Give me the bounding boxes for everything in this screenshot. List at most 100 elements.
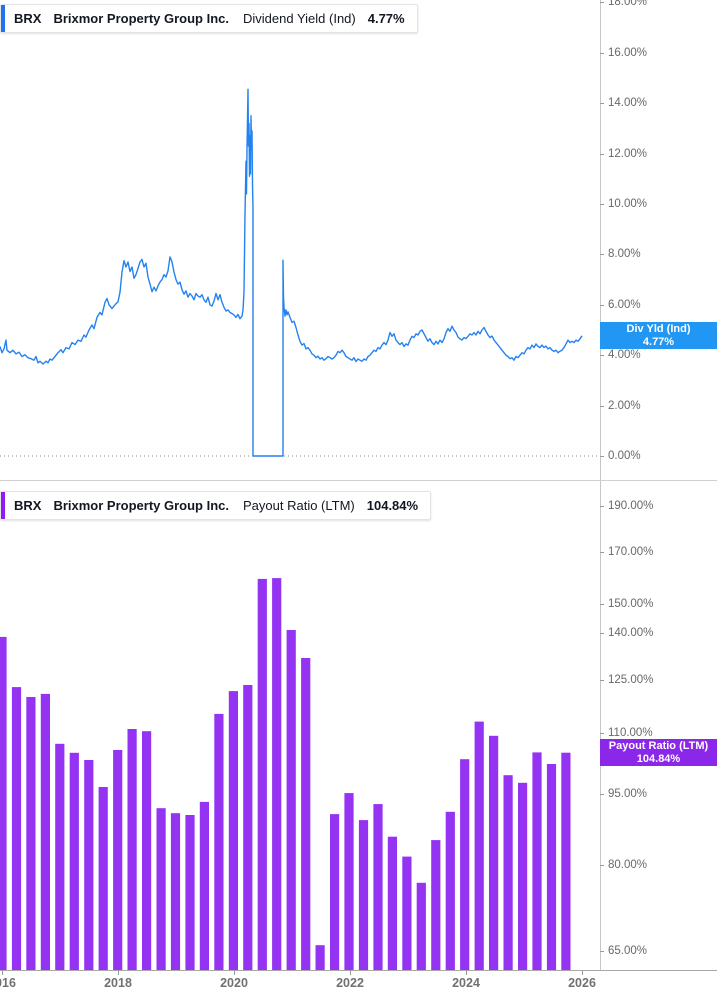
legend-company: Brixmor Property Group Inc.: [53, 11, 229, 26]
div-yld-axis-label-value: 4.77%: [642, 335, 675, 348]
x-axis-tick: [582, 970, 583, 975]
y-axis-tick-label: 2.00%: [608, 400, 641, 412]
payout-ratio-bar[interactable]: [243, 685, 253, 970]
x-axis-tick: [350, 970, 351, 975]
y-axis-tick: [600, 456, 604, 457]
x-axis-year-label: 2020: [220, 976, 248, 990]
payout-ratio-bar[interactable]: [257, 578, 267, 970]
payout-ratio-bar[interactable]: [11, 687, 22, 970]
payout-ratio-pane[interactable]: [0, 480, 600, 970]
payout-ratio-bar[interactable]: [532, 752, 542, 970]
payout-ratio-bar[interactable]: [301, 658, 311, 970]
payout-ratio-bar[interactable]: [416, 882, 426, 970]
payout-ratio-bar[interactable]: [214, 713, 224, 970]
y-axis-tick: [600, 604, 604, 605]
payout-ratio-bar[interactable]: [373, 804, 383, 970]
y-axis-tick: [600, 355, 604, 356]
y-axis-tick-label: 140.00%: [608, 627, 654, 639]
legend-metric: Payout Ratio (LTM): [243, 498, 355, 513]
payout-ratio-bar[interactable]: [330, 814, 340, 970]
y-axis-tick-label: 170.00%: [608, 546, 654, 558]
y-axis-tick: [600, 204, 604, 205]
y-axis-tick: [600, 53, 604, 54]
payout-ratio-bar[interactable]: [113, 750, 123, 970]
y-axis-tick: [600, 633, 604, 634]
legend-value: 4.77%: [367, 11, 405, 26]
dividend-yield-legend[interactable]: BRX Brixmor Property Group Inc. Dividend…: [0, 4, 418, 33]
x-axis-year-label: 2026: [568, 976, 596, 990]
y-axis-tick-label: 125.00%: [608, 674, 654, 686]
y-axis-tick: [600, 2, 604, 3]
x-axis-tick: [118, 970, 119, 975]
payout-ratio-axis-label-title: Payout Ratio (LTM): [608, 739, 709, 752]
payout-ratio-bar[interactable]: [84, 760, 94, 970]
y-axis-tick: [600, 865, 604, 866]
y-axis-tick: [600, 506, 604, 507]
y-axis-tick-label: 6.00%: [608, 299, 641, 311]
payout-ratio-bar[interactable]: [431, 840, 441, 970]
payout-ratio-bar[interactable]: [518, 782, 528, 970]
payout-ratio-bar[interactable]: [0, 636, 7, 970]
payout-ratio-bar[interactable]: [199, 801, 209, 970]
payout-ratio-bar[interactable]: [402, 856, 412, 970]
y-axis-tick-label: 0.00%: [608, 450, 641, 462]
legend-accent-bar-blue: [1, 5, 5, 32]
payout-ratio-bar[interactable]: [142, 731, 152, 970]
payout-ratio-bar[interactable]: [315, 945, 325, 970]
x-axis-year-label: 2024: [452, 976, 480, 990]
y-axis-tick: [600, 552, 604, 553]
payout-ratio-bar[interactable]: [55, 743, 65, 970]
y-axis-tick-label: 65.00%: [608, 945, 648, 957]
payout-ratio-bar[interactable]: [170, 813, 181, 970]
y-axis-tick-label: 4.00%: [608, 349, 641, 361]
payout-ratio-bar[interactable]: [127, 729, 137, 970]
payout-ratio-bar[interactable]: [546, 764, 557, 970]
legend-company: Brixmor Property Group Inc.: [53, 498, 229, 513]
price-axis[interactable]: 18.00% 16.00% 14.00% 12.00% 10.00% 8.00% 6.00%…: [600, 0, 717, 970]
payout-ratio-bar[interactable]: [445, 811, 455, 970]
payout-ratio-bar[interactable]: [98, 787, 108, 970]
pane-divider[interactable]: [0, 480, 717, 481]
time-axis-border: [0, 970, 717, 971]
payout-ratio-bar[interactable]: [460, 759, 470, 970]
y-axis-tick-label: 8.00%: [608, 248, 641, 260]
div-yld-axis-label-title: Div Yld (Ind): [626, 322, 691, 335]
x-axis-year-label: 2018: [104, 976, 132, 990]
y-axis-tick-label: 10.00%: [608, 198, 648, 210]
payout-ratio-bar[interactable]: [489, 735, 499, 970]
legend-ticker: BRX: [14, 11, 42, 26]
dividend-yield-pane[interactable]: [0, 0, 600, 480]
payout-ratio-bar[interactable]: [272, 578, 282, 970]
y-axis-tick-label: 12.00%: [608, 148, 648, 160]
payout-ratio-bar[interactable]: [561, 752, 571, 970]
y-axis-tick-label: 80.00%: [608, 859, 648, 871]
payout-ratio-bar[interactable]: [387, 836, 397, 970]
y-axis-tick: [600, 103, 604, 104]
time-axis[interactable]: 2016 2018 2020 2022 2024 2026: [0, 970, 717, 1005]
y-axis-tick-label: 190.00%: [608, 500, 654, 512]
x-axis-year-label: 2016: [0, 976, 16, 990]
payout-ratio-bar[interactable]: [69, 752, 79, 970]
y-axis-tick: [600, 254, 604, 255]
y-axis-tick: [600, 794, 604, 795]
payout-ratio-axis-label-value: 104.84%: [636, 752, 681, 765]
y-axis-tick: [600, 680, 604, 681]
payout-ratio-axis-label: Payout Ratio (LTM) 104.84%: [600, 739, 717, 766]
payout-ratio-bar[interactable]: [228, 691, 238, 970]
payout-ratio-bar[interactable]: [40, 693, 50, 970]
y-axis-tick: [600, 406, 604, 407]
payout-ratio-bar[interactable]: [474, 721, 484, 970]
price-axis-border: [600, 0, 601, 970]
legend-metric: Dividend Yield (Ind): [243, 11, 356, 26]
legend-accent-bar-purple: [1, 492, 5, 519]
y-axis-tick: [600, 733, 604, 734]
dividend-yield-line[interactable]: [0, 88, 583, 457]
payout-ratio-bar[interactable]: [358, 820, 369, 970]
payout-ratio-bar[interactable]: [26, 697, 36, 970]
payout-ratio-bar[interactable]: [344, 793, 354, 970]
payout-ratio-legend[interactable]: BRX Brixmor Property Group Inc. Payout R…: [0, 491, 432, 520]
payout-ratio-bar[interactable]: [156, 808, 166, 970]
payout-ratio-bar[interactable]: [185, 815, 195, 970]
payout-ratio-bar[interactable]: [503, 775, 513, 970]
payout-ratio-bar[interactable]: [286, 630, 296, 970]
